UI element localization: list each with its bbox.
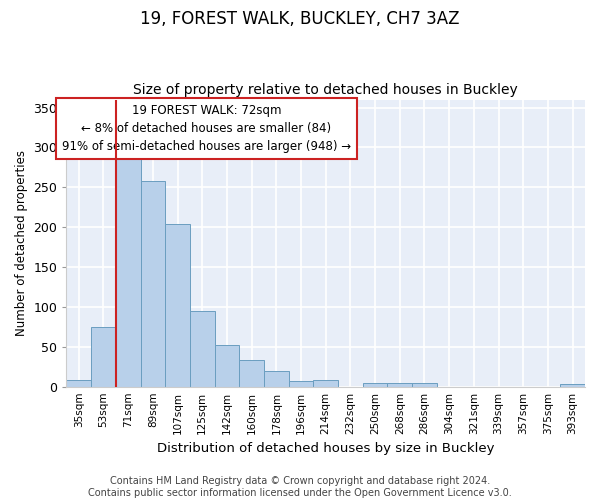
Bar [215,345,239,387]
Y-axis label: Number of detached properties: Number of detached properties [15,150,28,336]
Bar [560,384,585,386]
Bar [116,158,140,386]
Bar [91,327,116,386]
Bar [239,360,264,386]
Text: 19, FOREST WALK, BUCKLEY, CH7 3AZ: 19, FOREST WALK, BUCKLEY, CH7 3AZ [140,10,460,28]
Bar [313,380,338,386]
Bar [190,311,215,386]
Text: 19 FOREST WALK: 72sqm
← 8% of detached houses are smaller (84)
91% of semi-detac: 19 FOREST WALK: 72sqm ← 8% of detached h… [62,104,351,153]
Title: Size of property relative to detached houses in Buckley: Size of property relative to detached ho… [133,83,518,97]
X-axis label: Distribution of detached houses by size in Buckley: Distribution of detached houses by size … [157,442,494,455]
Bar [67,380,91,386]
Bar [388,384,412,386]
Text: Contains HM Land Registry data © Crown copyright and database right 2024.
Contai: Contains HM Land Registry data © Crown c… [88,476,512,498]
Bar [140,181,165,386]
Bar [289,381,313,386]
Bar [363,382,388,386]
Bar [165,224,190,386]
Bar [264,370,289,386]
Bar [412,384,437,386]
